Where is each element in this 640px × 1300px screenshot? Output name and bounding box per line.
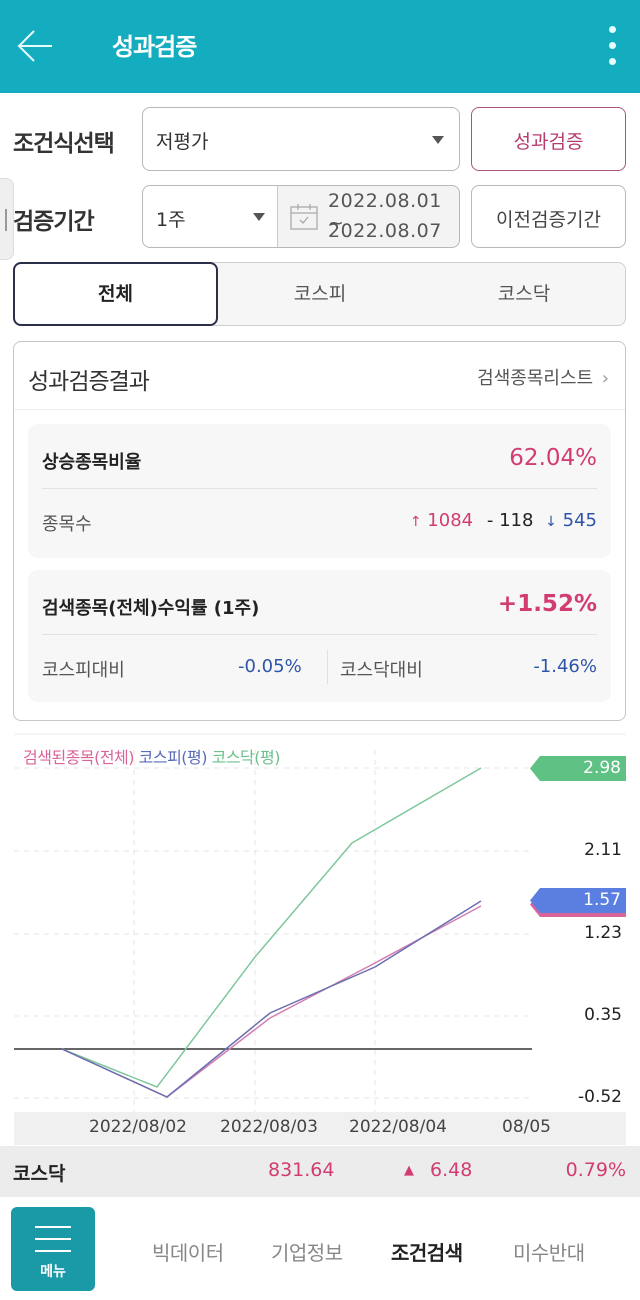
period-label: 검증기간 bbox=[13, 209, 95, 235]
side-drawer-handle[interactable] bbox=[0, 178, 14, 260]
vs-kospi-label: 코스피대비 bbox=[42, 660, 125, 681]
ticker-name: 코스닥 bbox=[13, 1163, 66, 1185]
chart-plot bbox=[14, 733, 626, 1112]
period-select-value: 1주 bbox=[156, 209, 186, 231]
condition-select[interactable]: 저평가 bbox=[142, 107, 460, 171]
ticker-rate: 0.79% bbox=[565, 1159, 626, 1181]
hamburger-icon bbox=[35, 1226, 71, 1228]
return-panel: 검색종목(전체)수익률 (1주) +1.52% 코스피대비 -0.05% 코스닥… bbox=[28, 570, 611, 702]
nav-bigdata[interactable]: 빅데이터 bbox=[152, 1241, 224, 1265]
y-tick: 2.11 bbox=[584, 840, 622, 860]
chevron-right-icon: › bbox=[601, 368, 609, 389]
vs-kosdaq-label: 코스닥대비 bbox=[340, 660, 423, 681]
verify-button[interactable]: 성과검증 bbox=[471, 107, 626, 171]
result-title: 성과검증결과 bbox=[28, 369, 150, 395]
bottom-nav: 메뉴 빅데이터 기업정보 조건검색 미수반대 bbox=[0, 1197, 640, 1300]
x-axis: 2022/08/02 2022/08/03 2022/08/04 08/05 bbox=[14, 1112, 626, 1145]
arrow-up-icon: ↑ bbox=[409, 514, 422, 530]
nav-condition-search[interactable]: 조건검색 bbox=[391, 1241, 463, 1265]
arrow-left-icon[interactable] bbox=[16, 26, 56, 66]
kosdaq-end-flag: 2.98 bbox=[530, 756, 626, 781]
date-to: 2022.08.07 bbox=[328, 220, 442, 242]
condition-label: 조건식선택 bbox=[13, 131, 115, 157]
period-select[interactable]: 1주 bbox=[142, 185, 282, 248]
date-range-picker[interactable]: 2022.08.01 ~ 2022.08.07 bbox=[277, 185, 460, 248]
rise-ratio-value: 62.04% bbox=[509, 445, 597, 471]
dropdown-arrow-icon bbox=[253, 213, 265, 221]
ticker-price: 831.64 bbox=[268, 1159, 335, 1181]
kospi-end-flag: 1.57 bbox=[530, 888, 626, 913]
chart-legend: 검색된종목(전체) 코스피(평) 코스닥(평) bbox=[23, 744, 280, 768]
y-tick: 0.35 bbox=[584, 1005, 622, 1025]
condition-select-value: 저평가 bbox=[156, 131, 209, 153]
vs-kosdaq-value: -1.46% bbox=[533, 656, 597, 677]
page-title: 성과검증 bbox=[112, 33, 197, 61]
index-ticker[interactable]: 코스닥 831.64 ▲ 6.48 0.79% bbox=[0, 1146, 640, 1197]
rise-ratio-label: 상승종목비율 bbox=[42, 452, 142, 473]
tab-kosdaq[interactable]: 코스닥 bbox=[497, 283, 551, 305]
tab-kospi[interactable]: 코스피 bbox=[293, 283, 347, 305]
arrow-down-icon: ↓ bbox=[545, 514, 557, 530]
y-tick: -0.52 bbox=[578, 1087, 622, 1107]
y-tick: 1.23 bbox=[584, 923, 622, 943]
return-value: +1.52% bbox=[497, 591, 597, 617]
vs-kospi-value: -0.05% bbox=[238, 656, 302, 677]
triangle-up-icon: ▲ bbox=[404, 1163, 414, 1178]
ticker-change: 6.48 bbox=[430, 1159, 473, 1181]
market-tabs: 전체 코스피 코스닥 bbox=[13, 262, 626, 326]
count-values: ↑ 1084 - 118 ↓ 545 bbox=[409, 510, 597, 531]
rise-ratio-panel: 상승종목비율 62.04% 종목수 ↑ 1084 - 118 ↓ 545 bbox=[28, 424, 611, 558]
date-from: 2022.08.01 ~ bbox=[328, 190, 442, 234]
tab-all[interactable]: 전체 bbox=[13, 262, 218, 326]
app-bar: 성과검증 bbox=[0, 0, 640, 93]
legend-total: 검색된종목(전체) bbox=[23, 748, 135, 767]
stock-list-link[interactable]: 검색종목리스트 › bbox=[477, 368, 609, 389]
legend-kosdaq: 코스닥(평) bbox=[211, 748, 281, 767]
previous-period-button[interactable]: 이전검증기간 bbox=[471, 185, 626, 248]
nav-company-info[interactable]: 기업정보 bbox=[271, 1241, 343, 1265]
return-label: 검색종목(전체)수익률 (1주) bbox=[42, 598, 260, 619]
count-label: 종목수 bbox=[42, 514, 92, 535]
dropdown-arrow-icon bbox=[432, 136, 444, 144]
result-card: 성과검증결과 검색종목리스트 › 상승종목비율 62.04% 종목수 ↑ 108… bbox=[13, 341, 626, 721]
calendar-icon bbox=[290, 204, 318, 230]
menu-button[interactable]: 메뉴 bbox=[11, 1207, 95, 1291]
nav-unpaid-margin[interactable]: 미수반대 bbox=[513, 1241, 585, 1265]
legend-kospi: 코스피(평) bbox=[138, 748, 208, 767]
performance-chart[interactable]: 검색된종목(전체) 코스피(평) 코스닥(평) 2.98 2.11 1.57 1… bbox=[0, 733, 640, 1145]
more-vertical-icon[interactable] bbox=[598, 24, 628, 68]
